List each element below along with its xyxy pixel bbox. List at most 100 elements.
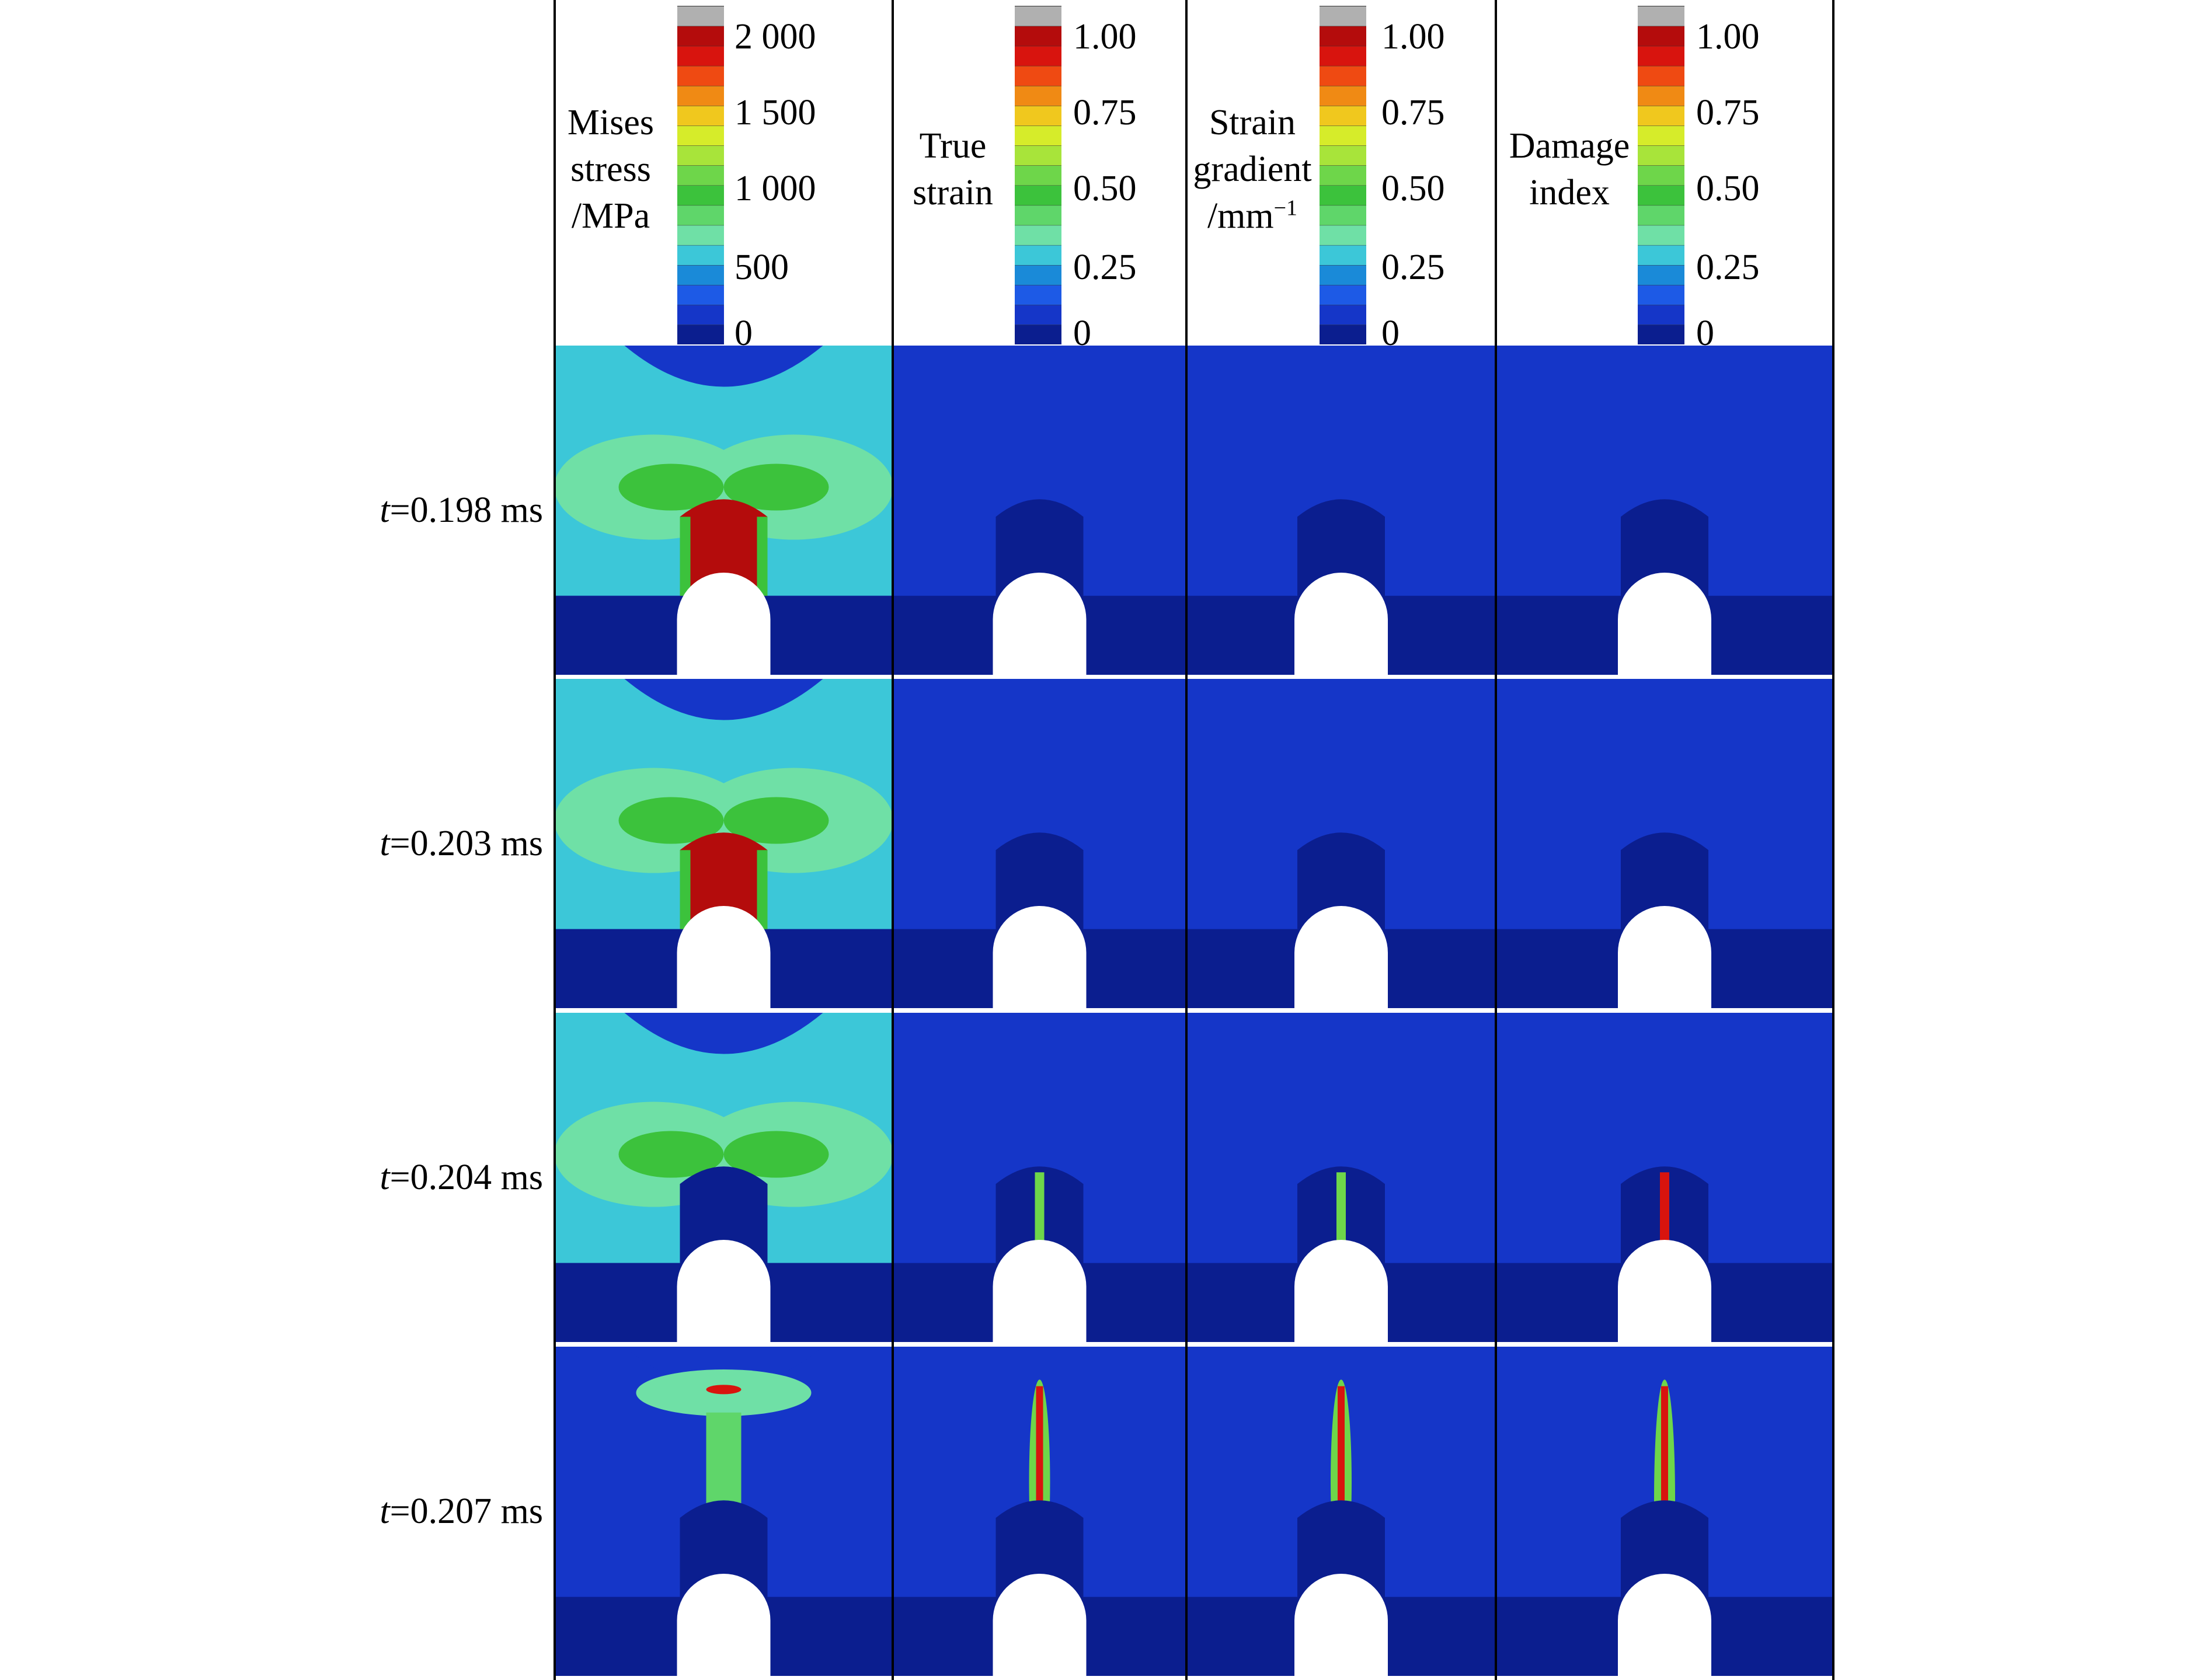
colorbar-segment xyxy=(1320,264,1366,285)
column-4-colorbar xyxy=(1638,6,1684,344)
column-3-title-line: /mm−1 xyxy=(1207,196,1298,236)
cylinder-shape xyxy=(1621,1500,1708,1597)
colorbar-segment xyxy=(1320,245,1366,266)
column-1-tick-label: 500 xyxy=(734,248,789,287)
stress-core-right xyxy=(723,463,829,511)
colorbar-segment xyxy=(1638,26,1684,46)
column-1-title: Mises stress/MPa xyxy=(523,99,698,239)
colorbar-segment xyxy=(1638,205,1684,225)
time-symbol: t xyxy=(380,1158,390,1197)
notch-hole xyxy=(1618,906,1711,1008)
colorbar-segment xyxy=(677,46,724,66)
cylinder-shape xyxy=(680,1166,768,1263)
colorbar-segment xyxy=(1015,284,1061,305)
divider-left xyxy=(554,0,556,1680)
colorbar-segment xyxy=(677,284,724,305)
colorbar-segment xyxy=(1015,46,1061,66)
contour-plot xyxy=(1188,1347,1495,1676)
column-2-tick-label: 0.75 xyxy=(1073,93,1137,133)
colorbar-segment xyxy=(1015,185,1061,205)
contour-panel-r3-c4 xyxy=(1497,1013,1832,1342)
damage-initiation xyxy=(1035,1172,1045,1252)
colorbar-segment xyxy=(1015,85,1061,106)
colorbar-segment xyxy=(677,165,724,186)
damage-initiation xyxy=(1660,1172,1669,1252)
column-2-title: True strain xyxy=(865,123,1040,216)
column-2-tick-label: 1.00 xyxy=(1073,17,1137,57)
colorbar-segment xyxy=(1320,145,1366,166)
column-3-tick-label: 1.00 xyxy=(1381,17,1445,57)
colorbar-segment xyxy=(1015,264,1061,285)
column-4-tick-label: 1.00 xyxy=(1696,17,1760,57)
divider-col1 xyxy=(892,0,894,1680)
cylinder-edge-left xyxy=(680,850,691,929)
column-4-tick-label: 0.50 xyxy=(1696,169,1760,208)
colorbar-segment xyxy=(1320,165,1366,186)
cylinder-edge-left xyxy=(680,517,691,596)
column-4-title: Damage index xyxy=(1482,123,1657,216)
stress-hotspot xyxy=(706,1385,742,1395)
column-4-tick-label: 0 xyxy=(1696,313,1714,353)
time-label-row-1: t=0.198 ms xyxy=(327,492,543,528)
column-1-colorbar xyxy=(677,6,724,344)
contour-panel-r1-c3 xyxy=(1188,346,1495,675)
colorbar-segment xyxy=(1320,105,1366,126)
colorbar-segment xyxy=(1015,304,1061,325)
column-3-title-line: gradient xyxy=(1193,149,1312,189)
colorbar-segment xyxy=(1320,125,1366,146)
stress-core-right xyxy=(723,1131,829,1178)
colorbar-segment xyxy=(677,145,724,166)
contour-plot xyxy=(556,679,892,1008)
time-symbol: t xyxy=(380,824,390,863)
column-1-tick-label: 2 000 xyxy=(734,17,816,57)
contour-panel-r3-c1 xyxy=(556,1013,892,1342)
colorbar-segment xyxy=(1638,6,1684,26)
contour-plot xyxy=(1497,679,1832,1008)
contour-plot xyxy=(894,1013,1185,1342)
contour-plot xyxy=(894,679,1185,1008)
cylinder-edge-right xyxy=(757,517,768,596)
stress-core-left xyxy=(618,1131,724,1178)
contour-plot xyxy=(894,1347,1185,1676)
colorbar-segment xyxy=(1638,225,1684,245)
contour-panel-r1-c4 xyxy=(1497,346,1832,675)
contour-plot xyxy=(556,1013,892,1342)
colorbar-segment xyxy=(1015,145,1061,166)
colorbar-segment xyxy=(677,245,724,266)
cylinder-shape xyxy=(995,499,1084,596)
column-1-tick-label: 1 500 xyxy=(734,93,816,133)
column-3-tick-label: 0.25 xyxy=(1381,248,1445,287)
colorbar-segment xyxy=(677,85,724,106)
notch-hole xyxy=(677,1574,771,1676)
colorbar-segment xyxy=(1320,26,1366,46)
notch-hole xyxy=(1294,573,1388,675)
time-label-row-4: t=0.207 ms xyxy=(327,1493,543,1529)
contour-panel-r4-c2 xyxy=(894,1347,1185,1676)
column-3-colorbar xyxy=(1320,6,1366,344)
contour-panel-r1-c2 xyxy=(894,346,1185,675)
column-3-title-line: Strain xyxy=(1209,103,1296,142)
cylinder-edge-right xyxy=(757,850,768,929)
colorbar-segment xyxy=(1015,65,1061,86)
colorbar-segment xyxy=(1015,324,1061,344)
colorbar-segment xyxy=(1320,284,1366,305)
contour-plot xyxy=(1188,1013,1495,1342)
contour-plot xyxy=(1497,1347,1832,1676)
time-value: =0.203 ms xyxy=(389,824,543,863)
colorbar-segment xyxy=(1638,165,1684,186)
column-3-tick-label: 0 xyxy=(1381,313,1400,353)
contour-plot xyxy=(556,1347,892,1676)
notch-hole xyxy=(1618,1240,1711,1342)
notch-hole xyxy=(1294,906,1388,1008)
colorbar-segment xyxy=(1320,205,1366,225)
colorbar-segment xyxy=(677,26,724,46)
time-symbol: t xyxy=(380,490,390,530)
notch-hole xyxy=(993,573,1087,675)
column-2-title-line: True xyxy=(919,126,987,166)
contour-panel-r1-c1 xyxy=(556,346,892,675)
colorbar-segment xyxy=(1638,125,1684,146)
notch-hole xyxy=(993,1240,1087,1342)
stress-core-left xyxy=(618,463,724,511)
cylinder-shape xyxy=(680,1500,768,1597)
column-3-tick-label: 0.50 xyxy=(1381,169,1445,208)
